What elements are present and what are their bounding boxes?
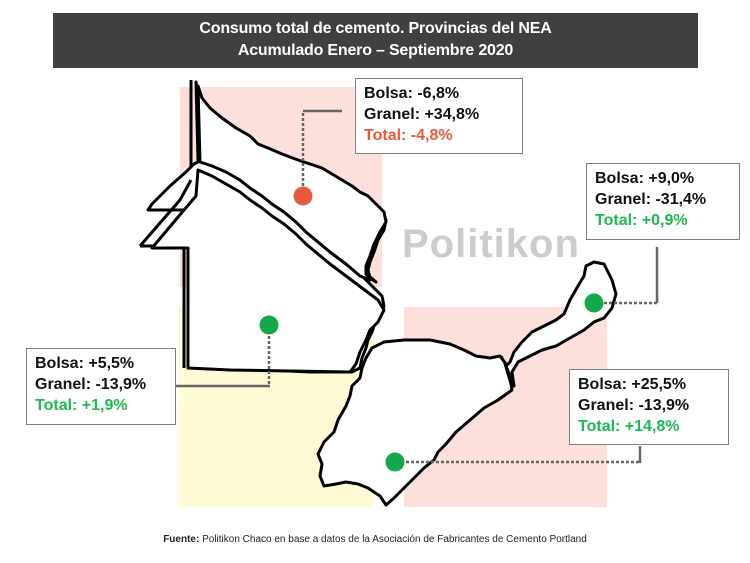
chaco-granel: Granel: -13,9%: [35, 376, 147, 393]
callout-corrientes: Bolsa: +25,5% Granel: -13,9% Total: +14,…: [569, 369, 729, 445]
chart-title: Consumo total de cemento. Provincias del…: [53, 13, 698, 68]
source-note: Fuente: Politikon Chaco en base a datos …: [0, 534, 750, 545]
province-misiones: [504, 260, 618, 388]
border-chaco-diag: [138, 179, 193, 247]
border-corrientes-misiones: [501, 355, 513, 391]
watermark: Politikon: [402, 222, 580, 266]
source-label: Fuente:: [163, 534, 200, 545]
callout-chaco: Bolsa: +5,5% Granel: -13,9% Total: +1,9%: [26, 348, 176, 425]
marker-formosa[interactable]: [293, 186, 313, 206]
corrientes-granel: Granel: -13,9%: [578, 397, 690, 414]
chaco-total: Total: +1,9%: [35, 397, 128, 414]
marker-chaco[interactable]: [259, 315, 279, 335]
corrientes-bolsa: Bolsa: +25,5%: [578, 376, 687, 393]
source-text: Politikon Chaco en base a datos de la As…: [199, 534, 587, 545]
callout-formosa: Bolsa: -6,8% Granel: +34,8% Total: -4,8%: [355, 78, 523, 154]
misiones-granel: Granel: -31,4%: [595, 191, 707, 208]
callout-misiones: Bolsa: +9,0% Granel: -31,4% Total: +0,9%: [586, 163, 740, 240]
corrientes-total: Total: +14,8%: [578, 418, 680, 435]
province-chaco-shape: [150, 168, 386, 374]
misiones-bolsa: Bolsa: +9,0%: [595, 170, 695, 187]
formosa-bolsa: Bolsa: -6,8%: [364, 85, 460, 102]
marker-corrientes[interactable]: [385, 452, 405, 472]
marker-misiones[interactable]: [584, 293, 604, 313]
title-line-1: Consumo total de cemento. Provincias del…: [199, 20, 552, 37]
title-line-2: Acumulado Enero – Septiembre 2020: [237, 42, 514, 59]
formosa-granel: Granel: +34,8%: [364, 106, 480, 123]
province-corrientes: [316, 338, 514, 507]
misiones-total: Total: +0,9%: [595, 212, 688, 229]
formosa-total: Total: -4,8%: [364, 127, 453, 144]
chaco-bolsa: Bolsa: +5,5%: [35, 355, 135, 372]
province-formosa-shape: [196, 84, 388, 282]
